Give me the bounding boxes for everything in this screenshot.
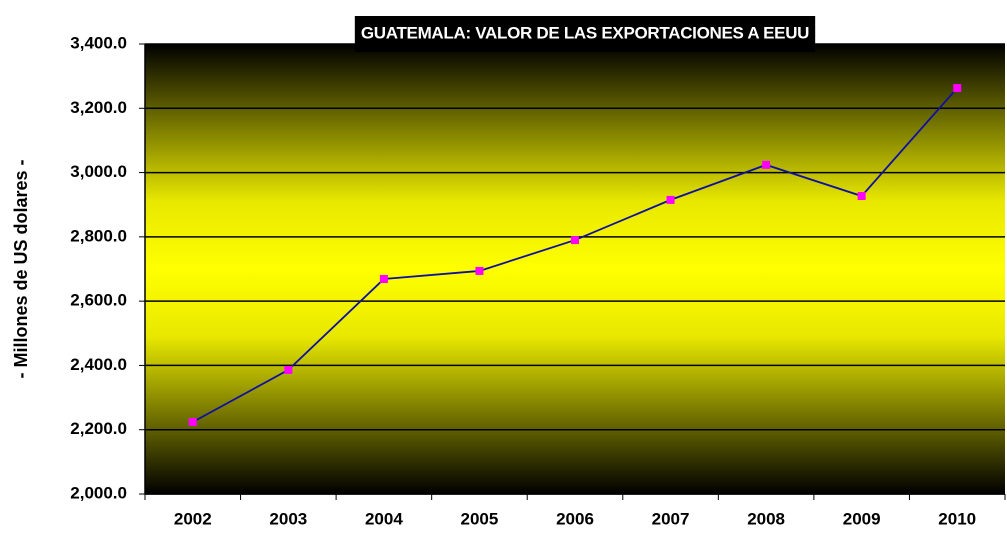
plot-area	[145, 44, 1005, 494]
y-tick-label: 2,800.0	[70, 226, 127, 245]
x-tick-label: 2002	[174, 509, 212, 528]
x-tick-label: 2007	[652, 509, 690, 528]
data-point	[953, 84, 962, 93]
x-tick-label: 2004	[365, 509, 403, 528]
data-point	[475, 266, 484, 275]
y-axis-title: - Millones de US dolares -	[11, 159, 31, 378]
data-point	[188, 418, 197, 426]
y-tick-label: 3,000.0	[70, 162, 127, 181]
data-point	[379, 274, 388, 283]
x-tick-label: 2010	[938, 509, 976, 528]
data-point	[666, 195, 675, 204]
chart-title: GUATEMALA: VALOR DE LAS EXPORTACIONES A …	[361, 23, 809, 42]
y-tick-label: 2,000.0	[70, 483, 127, 502]
y-tick-label: 2,200.0	[70, 419, 127, 438]
x-tick-label: 2008	[747, 509, 785, 528]
y-tick-label: 2,600.0	[70, 291, 127, 310]
x-tick-label: 2005	[461, 509, 499, 528]
data-point	[571, 236, 579, 245]
y-tick-label: 2,400.0	[70, 355, 127, 374]
data-point	[762, 160, 771, 169]
y-tick-label: 3,200.0	[70, 98, 127, 117]
x-tick-label: 2009	[843, 509, 881, 528]
y-tick-label: 3,400.0	[70, 33, 127, 52]
data-point	[857, 192, 866, 201]
title-box	[354, 16, 816, 52]
x-tick-label: 2003	[269, 509, 307, 528]
data-point	[284, 365, 293, 374]
x-tick-label: 2006	[556, 509, 594, 528]
